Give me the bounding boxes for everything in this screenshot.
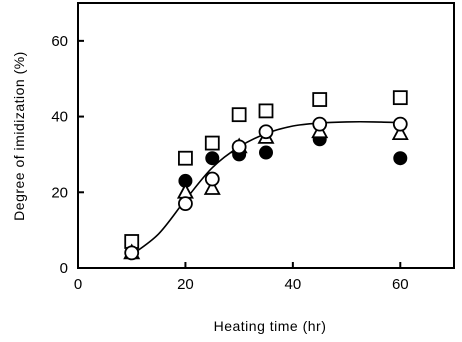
open-circle-marker <box>124 245 140 261</box>
filled-circle-marker <box>259 145 273 160</box>
axis-ticks: 0 20 40 60 0 20 40 60 <box>51 33 408 293</box>
filled-circle-marker <box>393 151 408 166</box>
square-marker <box>204 135 220 151</box>
open-circle-marker <box>258 124 274 140</box>
open-circle-marker <box>312 116 328 132</box>
square-marker <box>258 103 274 119</box>
y-tick-label: 40 <box>51 109 68 126</box>
square-marker <box>231 107 247 123</box>
open-circle-marker <box>204 171 220 187</box>
open-circle-marker <box>231 139 247 155</box>
x-axis-label: Heating time (hr) <box>214 318 327 334</box>
open-circle-marker <box>392 116 408 132</box>
square-marker <box>312 92 328 107</box>
triangle-marker <box>391 124 409 141</box>
y-tick-label: 60 <box>51 33 68 50</box>
square-marker <box>392 90 408 106</box>
triangle-marker <box>203 179 221 195</box>
plot-frame <box>77 2 455 269</box>
x-tick-label: 40 <box>285 276 302 293</box>
open-circle-marker <box>178 196 193 212</box>
y-tick-label: 0 <box>60 260 68 277</box>
filled-circle-marker <box>205 151 220 166</box>
y-tick-label: 20 <box>51 184 68 201</box>
square-marker <box>178 150 193 166</box>
x-tick-label: 20 <box>177 276 194 293</box>
y-axis-label: Degree of imidization (%) <box>11 51 27 221</box>
triangle-marker <box>176 182 194 199</box>
x-tick-label: 0 <box>74 276 82 293</box>
x-tick-label: 60 <box>392 276 409 293</box>
data-markers <box>123 90 409 261</box>
